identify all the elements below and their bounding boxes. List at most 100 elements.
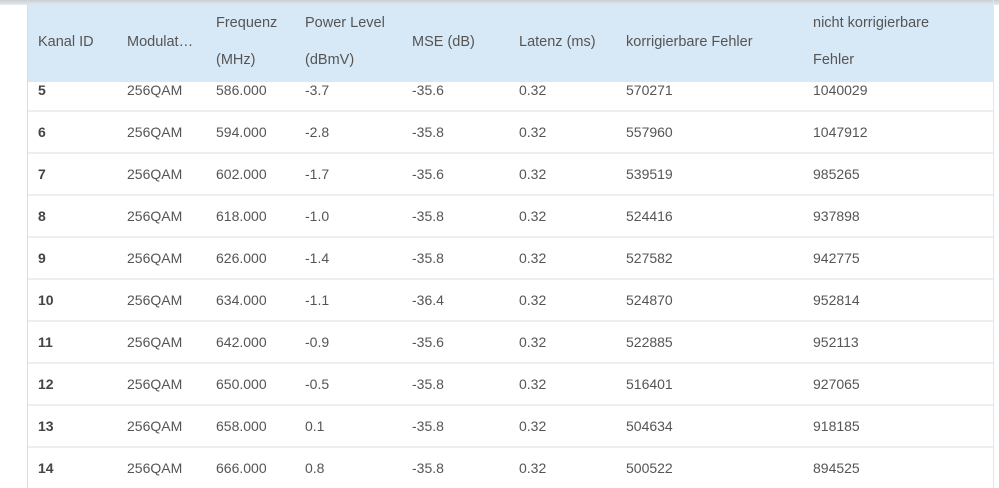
cell-modulation: 256QAM	[127, 334, 183, 350]
cell-modulation: 256QAM	[127, 418, 183, 434]
header-frequenz[interactable]: Frequenz	[216, 15, 278, 31]
cell-modulation: 256QAM	[127, 166, 183, 182]
cell-kanal-id: 5	[38, 82, 46, 98]
cell-kanal-id: 8	[38, 208, 46, 224]
cell-mse: -35.8	[412, 208, 444, 224]
cell-power-level: -1.7	[305, 166, 330, 182]
cell-frequenz: 594.000	[216, 124, 267, 140]
cell-modulation: 256QAM	[127, 376, 183, 392]
header-kanal-id[interactable]: Kanal ID	[38, 34, 94, 50]
cell-latenz: 0.32	[519, 418, 547, 434]
cell-korrigierbare-fehler: 504634	[626, 418, 673, 434]
cell-nicht-korrigierbare-fehler: 918185	[813, 418, 860, 434]
cell-mse: -35.6	[412, 334, 444, 350]
cell-korrigierbare-fehler: 557960	[626, 124, 673, 140]
cell-frequenz: 618.000	[216, 208, 267, 224]
cell-korrigierbare-fehler: 524416	[626, 208, 673, 224]
table-row: 9 256QAM 626.000 -1.4 -35.8 0.32 527582 942775	[28, 238, 993, 280]
cell-latenz: 0.32	[519, 208, 547, 224]
cell-nicht-korrigierbare-fehler: 927065	[813, 376, 860, 392]
cell-kanal-id: 7	[38, 166, 46, 182]
table-header: Kanal ID Modulat… Frequenz (MHz) Power Level…	[28, 4, 993, 82]
cell-latenz: 0.32	[519, 460, 547, 476]
cell-frequenz: 626.000	[216, 250, 267, 266]
cell-modulation: 256QAM	[127, 460, 183, 476]
cell-latenz: 0.32	[519, 124, 547, 140]
top-shadow	[0, 0, 999, 5]
table-row: 8 256QAM 618.000 -1.0 -35.8 0.32 524416 937898	[28, 196, 993, 238]
cell-power-level: -2.8	[305, 124, 330, 140]
header-modulation[interactable]: Modulat…	[127, 34, 194, 50]
table-row: 14 256QAM 666.000 0.8 -35.8 0.32 500522 894525	[28, 448, 993, 488]
cell-power-level: -1.0	[305, 208, 330, 224]
cell-nicht-korrigierbare-fehler: 952113	[813, 334, 859, 350]
cell-latenz: 0.32	[519, 166, 547, 182]
cell-nicht-korrigierbare-fehler: 1040029	[813, 82, 868, 98]
cell-frequenz: 634.000	[216, 292, 267, 308]
header-mse[interactable]: MSE (dB)	[412, 34, 475, 50]
cell-korrigierbare-fehler: 527582	[626, 250, 673, 266]
header-nicht-korrigierbare-fehler-line2[interactable]: Fehler	[813, 52, 855, 68]
cell-mse: -35.8	[412, 376, 444, 392]
right-border	[993, 0, 994, 488]
cell-kanal-id: 12	[38, 376, 54, 392]
table-row: 11 256QAM 642.000 -0.9 -35.6 0.32 522885 952113	[28, 322, 993, 364]
header-power-level[interactable]: Power Level	[305, 15, 385, 31]
cell-nicht-korrigierbare-fehler: 985265	[813, 166, 860, 182]
cell-korrigierbare-fehler: 539519	[626, 166, 673, 182]
cell-mse: -36.4	[412, 292, 444, 308]
cell-korrigierbare-fehler: 524870	[626, 292, 673, 308]
table-row: 10 256QAM 634.000 -1.1 -36.4 0.32 524870 952814	[28, 280, 993, 322]
table-row: 5 256QAM 586.000 -3.7 -35.6 0.32 570271 1040029	[28, 70, 993, 112]
cell-modulation: 256QAM	[127, 292, 183, 308]
cell-frequenz: 658.000	[216, 418, 267, 434]
cell-korrigierbare-fehler: 522885	[626, 334, 673, 350]
cell-mse: -35.8	[412, 460, 444, 476]
cell-modulation: 256QAM	[127, 250, 183, 266]
cell-korrigierbare-fehler: 500522	[626, 460, 673, 476]
cell-frequenz: 586.000	[216, 82, 267, 98]
cell-latenz: 0.32	[519, 82, 547, 98]
cell-power-level: -1.1	[305, 292, 330, 308]
cell-latenz: 0.32	[519, 250, 547, 266]
header-nicht-korrigierbare-fehler[interactable]: nicht korrigierbare	[813, 15, 930, 31]
table-row: 12 256QAM 650.000 -0.5 -35.8 0.32 516401 927065	[28, 364, 993, 406]
cell-latenz: 0.32	[519, 334, 547, 350]
cell-mse: -35.8	[412, 250, 444, 266]
cell-kanal-id: 13	[38, 418, 54, 434]
cell-latenz: 0.32	[519, 292, 547, 308]
cell-mse: -35.6	[412, 82, 444, 98]
cell-korrigierbare-fehler: 570271	[626, 82, 673, 98]
cell-kanal-id: 14	[38, 460, 54, 476]
cell-kanal-id: 9	[38, 250, 46, 266]
header-frequenz-line2[interactable]: (MHz)	[216, 52, 256, 68]
cell-korrigierbare-fehler: 516401	[626, 376, 673, 392]
cell-frequenz: 666.000	[216, 460, 267, 476]
cell-mse: -35.8	[412, 418, 444, 434]
table-row: 7 256QAM 602.000 -1.7 -35.6 0.32 539519 985265	[28, 154, 993, 196]
left-border	[27, 0, 28, 488]
downstream-channel-table: Kanal ID Modulat… Frequenz (MHz) Power Level…	[28, 0, 993, 488]
cell-nicht-korrigierbare-fehler: 937898	[813, 208, 860, 224]
cell-latenz: 0.32	[519, 376, 547, 392]
cell-nicht-korrigierbare-fehler: 952814	[813, 292, 860, 308]
cell-nicht-korrigierbare-fehler: 894525	[813, 460, 860, 476]
cell-frequenz: 650.000	[216, 376, 267, 392]
cell-power-level: -1.4	[305, 250, 330, 266]
cell-power-level: -3.7	[305, 82, 330, 98]
cell-frequenz: 602.000	[216, 166, 267, 182]
table-row: 6 256QAM 594.000 -2.8 -35.8 0.32 557960 1047912	[28, 112, 993, 154]
cell-frequenz: 642.000	[216, 334, 267, 350]
cell-power-level: -0.9	[305, 334, 330, 350]
cell-modulation: 256QAM	[127, 124, 183, 140]
cell-kanal-id: 10	[38, 292, 54, 308]
cell-mse: -35.8	[412, 124, 444, 140]
cell-modulation: 256QAM	[127, 208, 183, 224]
header-latenz[interactable]: Latenz (ms)	[519, 34, 596, 50]
header-power-level-line2[interactable]: (dBmV)	[305, 52, 355, 68]
cell-nicht-korrigierbare-fehler: 942775	[813, 250, 860, 266]
cell-kanal-id: 11	[38, 334, 53, 350]
cell-power-level: 0.1	[305, 418, 325, 434]
header-korrigierbare-fehler[interactable]: korrigierbare Fehler	[626, 34, 753, 50]
cell-nicht-korrigierbare-fehler: 1047912	[813, 124, 868, 140]
